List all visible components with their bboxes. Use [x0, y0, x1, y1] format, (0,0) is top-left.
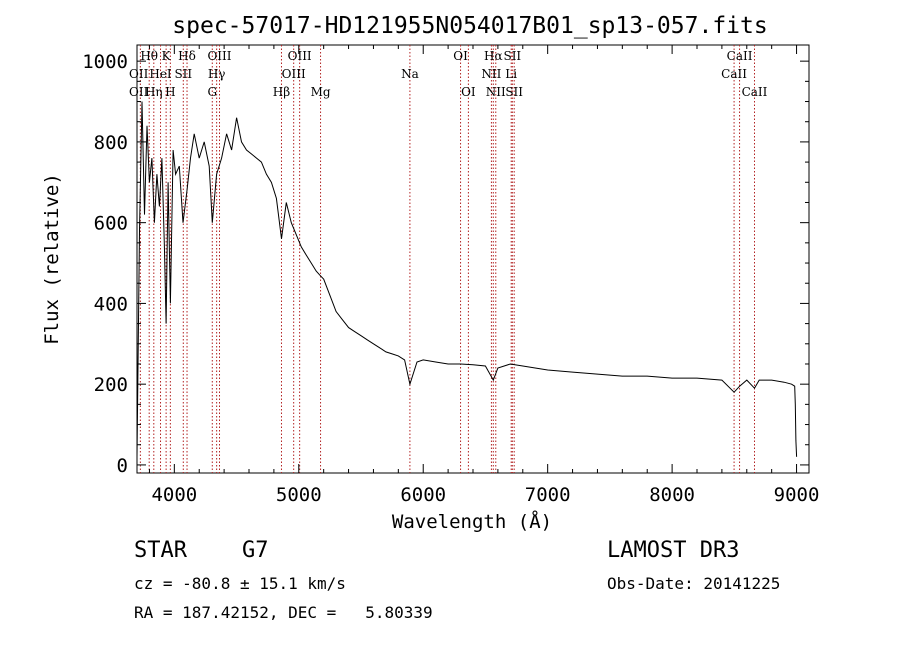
y-axis-label: Flux (relative) [41, 173, 63, 345]
line-label: K [162, 49, 172, 63]
coordinates: RA = 187.42152, DEC = 5.80339 [134, 603, 433, 622]
x-tick-label: 8000 [649, 484, 695, 506]
line-label: Na [401, 67, 419, 81]
line-label: OIII [207, 49, 231, 63]
y-tick-label: 0 [117, 455, 128, 477]
observation-date: Obs-Date: 20141225 [607, 574, 781, 593]
line-label: CaII [727, 49, 753, 63]
redshift-value: cz = -80.8 ± 15.1 km/s [134, 574, 346, 593]
y-tick-label: 1000 [82, 51, 128, 73]
line-labels: OII OII Hθ Hη HeI K H SII Hδ G Hγ OIII Hβ OIII OIII Mg N… [129, 49, 768, 99]
line-label: Hθ [140, 49, 158, 63]
line-label: G [207, 85, 217, 99]
object-class: STAR [134, 538, 187, 563]
line-label: H [165, 85, 175, 99]
plot-frame [136, 44, 810, 474]
x-tick-label: 6000 [400, 484, 446, 506]
line-label: CaII [721, 67, 747, 81]
x-tick-label: 5000 [276, 484, 322, 506]
y-tick-label: 200 [94, 374, 128, 396]
x-tick-label: 9000 [774, 484, 820, 506]
line-label: OI [453, 49, 468, 63]
y-tick-label: 400 [94, 293, 128, 315]
y-axis: 0 200 400 600 800 1000 [82, 51, 809, 477]
line-label: NII [481, 67, 501, 81]
line-label: HeI [149, 67, 172, 81]
line-label: SII [505, 85, 523, 99]
line-label: NII [486, 85, 506, 99]
line-label: SII [503, 49, 521, 63]
line-label: Mg [311, 85, 331, 99]
line-label: SII [174, 67, 192, 81]
spectrum-line [136, 101, 798, 457]
line-label: OII [129, 67, 149, 81]
line-label: Hα [484, 49, 503, 63]
x-tick-label: 4000 [151, 484, 197, 506]
line-label: Li [505, 67, 517, 81]
chart-title: spec-57017-HD121955N054017B01_sp13-057.f… [172, 13, 767, 39]
y-tick-label: 800 [94, 132, 128, 154]
line-label: Hδ [178, 49, 196, 63]
line-markers [139, 45, 755, 473]
line-label: OII [129, 85, 149, 99]
line-label: Hβ [273, 85, 290, 99]
subclass: G7 [242, 538, 269, 563]
line-label: Hη [145, 85, 163, 99]
line-label: OI [461, 85, 476, 99]
line-label: OIII [288, 49, 312, 63]
line-label: Hγ [208, 67, 226, 81]
x-axis-label: Wavelength (Å) [392, 510, 552, 533]
y-tick-label: 600 [94, 213, 128, 235]
x-tick-label: 7000 [525, 484, 571, 506]
line-label: OIII [282, 67, 306, 81]
survey-name: LAMOST DR3 [607, 538, 740, 563]
x-axis: 4000 5000 6000 7000 8000 9000 [148, 45, 820, 506]
line-label: CaII [742, 85, 768, 99]
